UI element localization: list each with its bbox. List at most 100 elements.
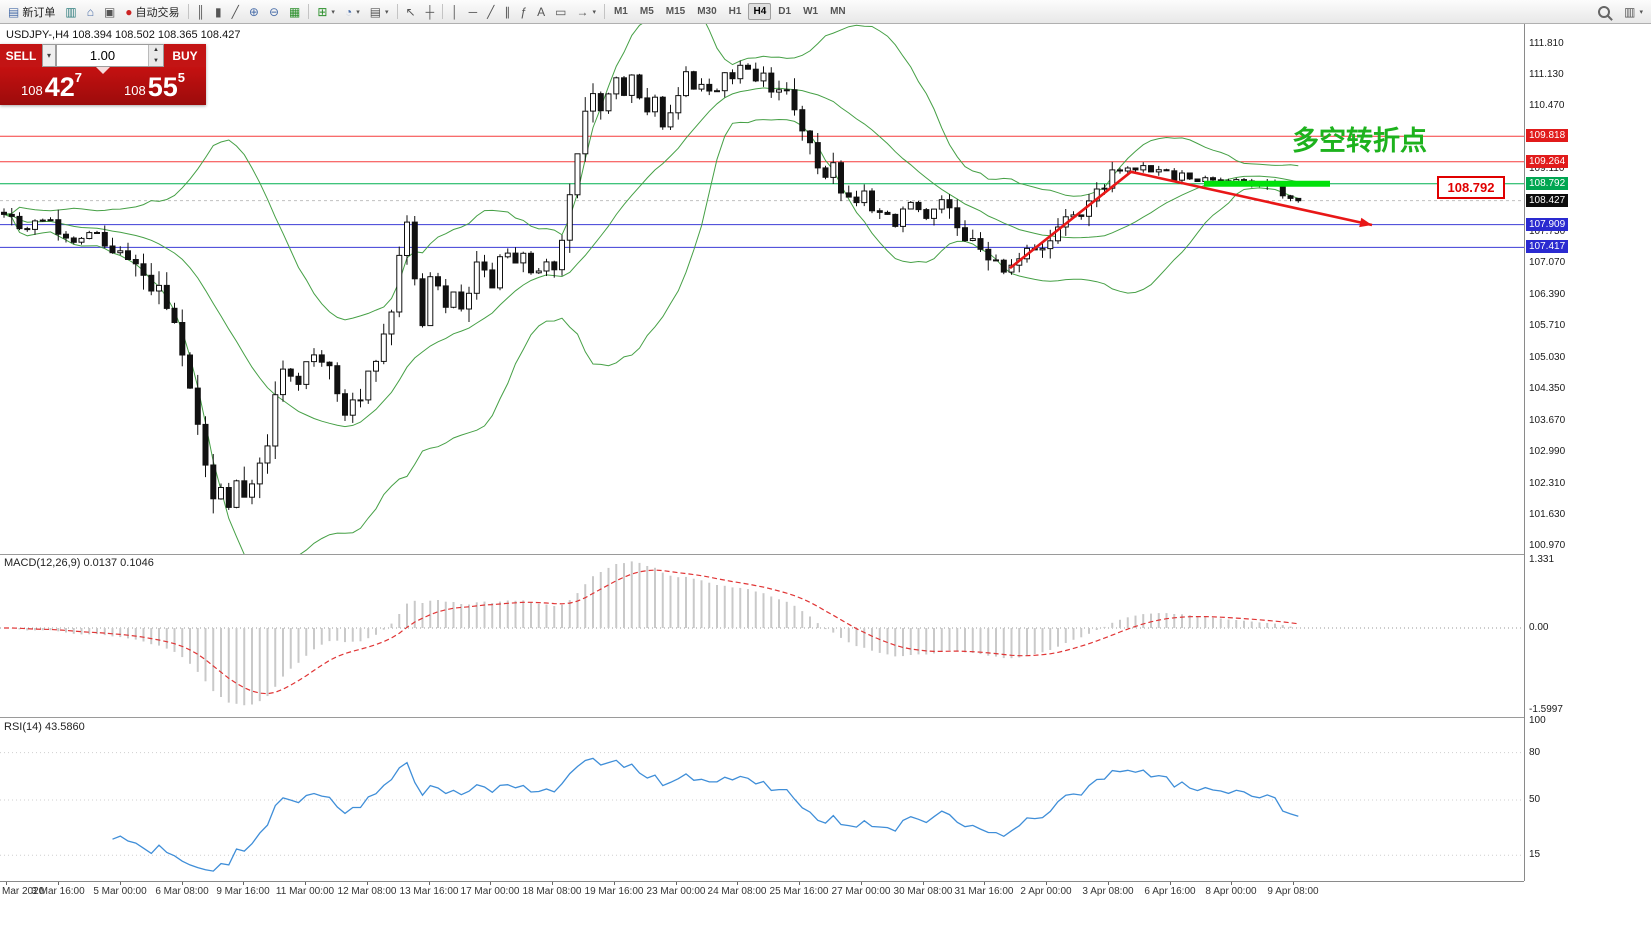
terminal-button[interactable]: ▣ <box>99 1 120 22</box>
main-price-chart[interactable]: 多空转折点 <box>0 24 1524 554</box>
timeframe-m1[interactable]: M1 <box>613 6 628 17</box>
autotrade-button[interactable]: ● 自动交易 <box>120 1 184 22</box>
channel-icon: ∥ <box>504 4 511 19</box>
clock-icon: ◔ <box>344 4 353 19</box>
bid-price[interactable]: 108 42 7 <box>0 67 103 105</box>
timeframe-m15[interactable]: M15 <box>665 6 686 17</box>
ask-price-pipette: 5 <box>177 70 185 85</box>
toolbar-separator <box>603 4 605 19</box>
search-button[interactable] <box>1589 1 1619 22</box>
templates-icon: ▤ <box>369 4 382 19</box>
buy-button[interactable]: BUY <box>172 48 198 63</box>
sell-button[interactable]: SELL <box>5 48 37 63</box>
timeframe-m5[interactable]: M5 <box>639 6 654 17</box>
time-label: 18 Mar 08:00 <box>522 886 582 897</box>
volume-up-icon[interactable]: ▲ <box>149 45 163 56</box>
turning-point-annotation[interactable]: 多空转折点 <box>1292 125 1427 156</box>
bar-chart-button[interactable]: ║ <box>192 1 211 22</box>
time-label: 11 Mar 00:00 <box>275 886 335 897</box>
rsi-indicator-panel[interactable] <box>0 719 1524 881</box>
candle-chart-button[interactable]: ▮ <box>210 1 227 22</box>
price-tick-label: 107.750 <box>1529 225 1566 237</box>
time-label: 9 Mar 16:00 <box>216 886 270 897</box>
time-label: 3 Mar 16:00 <box>31 886 85 897</box>
rsi-axis-label: 15 <box>1529 849 1541 861</box>
horizontal-line-button[interactable]: ─ <box>464 1 483 22</box>
crosshair-icon: ┼ <box>425 4 435 19</box>
zoom-in-button[interactable]: ⊕ <box>244 1 264 22</box>
time-axis[interactable]: Mar 2020 3 Mar 16:00 5 Mar 00:00 6 Mar 08:0… <box>0 881 1524 899</box>
volume-input[interactable] <box>57 45 148 66</box>
autotrade-icon: ● <box>125 4 133 19</box>
label-tool-button[interactable]: ▭ <box>550 1 571 22</box>
trendline-icon: ╱ <box>487 4 495 19</box>
line-chart-button[interactable]: ╱ <box>227 1 244 22</box>
time-tick <box>429 882 430 885</box>
fibonacci-button[interactable]: ƒ <box>515 1 532 22</box>
arrows-tool-icon: → <box>576 4 589 19</box>
time-tick <box>367 882 368 885</box>
volume-field: ▲ ▼ <box>56 44 164 67</box>
bar-chart-icon: ║ <box>196 4 206 19</box>
rsi-axis-label: 100 <box>1529 715 1546 726</box>
bid-price-big: 42 <box>44 72 75 102</box>
timeframe-d1[interactable]: D1 <box>778 6 792 17</box>
time-tick <box>1108 882 1109 885</box>
one-click-trading-panel: SELL ▾ ▲ ▼ BUY 108 42 7 108 55 5 <box>0 44 206 105</box>
timeframe-w1[interactable]: W1 <box>803 6 819 17</box>
time-tick <box>552 882 553 885</box>
timeframe-h4[interactable]: H4 <box>748 3 772 20</box>
timeframe-m30[interactable]: M30 <box>697 6 717 17</box>
timeframe-mn[interactable]: MN <box>830 6 846 17</box>
layers-button[interactable]: ▥ ▾ <box>1619 1 1648 22</box>
level-price-label: 109.818 <box>1526 129 1569 143</box>
toolbar-separator <box>442 4 444 19</box>
price-tick-label: 111.130 <box>1529 69 1564 81</box>
time-tick <box>984 882 985 885</box>
zoom-out-icon: ⊖ <box>268 4 280 19</box>
price-level-tag[interactable]: 108.792 <box>1437 176 1505 199</box>
cursor-button[interactable]: ↖ <box>401 1 421 22</box>
time-label: 17 Mar 00:00 <box>460 886 520 897</box>
indicators-icon: ⊞ <box>317 4 328 19</box>
templates-button[interactable]: ▤ ▾ <box>365 1 394 22</box>
new-order-button[interactable]: ▤ 新订单 <box>3 1 60 22</box>
toolbar-separator <box>308 4 310 19</box>
time-label: 13 Mar 16:00 <box>399 886 459 897</box>
trendline-button[interactable]: ╱ <box>482 1 499 22</box>
periods-button[interactable]: ◔ ▾ <box>340 1 365 22</box>
text-tool-button[interactable]: A <box>532 1 550 22</box>
zoom-out-button[interactable]: ⊖ <box>264 1 284 22</box>
timeframe-h1[interactable]: H1 <box>728 6 742 17</box>
channel-button[interactable]: ∥ <box>499 1 515 22</box>
time-label: 2 Apr 00:00 <box>1020 886 1072 897</box>
crosshair-button[interactable]: ┼ <box>421 1 440 22</box>
time-tick <box>490 882 491 885</box>
new-order-icon: ▤ <box>8 4 20 19</box>
time-tick <box>243 882 244 885</box>
navigator-button[interactable]: ⌂ <box>82 1 99 22</box>
layers-icon: ▥ <box>1624 4 1636 19</box>
macd-indicator-panel[interactable] <box>0 555 1524 717</box>
rsi-panel-separator[interactable] <box>0 717 1651 718</box>
text-tool-icon: A <box>537 4 546 19</box>
macd-panel-separator[interactable] <box>0 554 1651 555</box>
tile-windows-icon: ▦ <box>289 4 301 19</box>
tile-windows-button[interactable]: ▦ <box>284 1 305 22</box>
time-tick <box>58 882 59 885</box>
ask-price[interactable]: 108 55 5 <box>103 67 206 105</box>
level-price-label: 107.417 <box>1526 240 1569 254</box>
market-watch-button[interactable]: ▥ <box>60 1 81 22</box>
navigator-icon: ⌂ <box>86 4 94 19</box>
toolbar-separator <box>396 4 398 19</box>
time-label: 31 Mar 16:00 <box>954 886 1014 897</box>
vertical-line-button[interactable]: │ <box>446 1 464 22</box>
level-price-label: 109.264 <box>1526 154 1569 168</box>
volume-dropdown[interactable]: ▾ <box>42 44 56 67</box>
arrows-tool-button[interactable]: → ▾ <box>571 1 601 22</box>
price-axis[interactable]: 111.810 111.130 110.470 109.110 107.750 107.0… <box>1524 24 1651 881</box>
indicators-button[interactable]: ⊞ ▾ <box>312 1 340 22</box>
price-tick-label: 107.070 <box>1529 257 1566 269</box>
volume-down-icon[interactable]: ▼ <box>149 55 163 66</box>
